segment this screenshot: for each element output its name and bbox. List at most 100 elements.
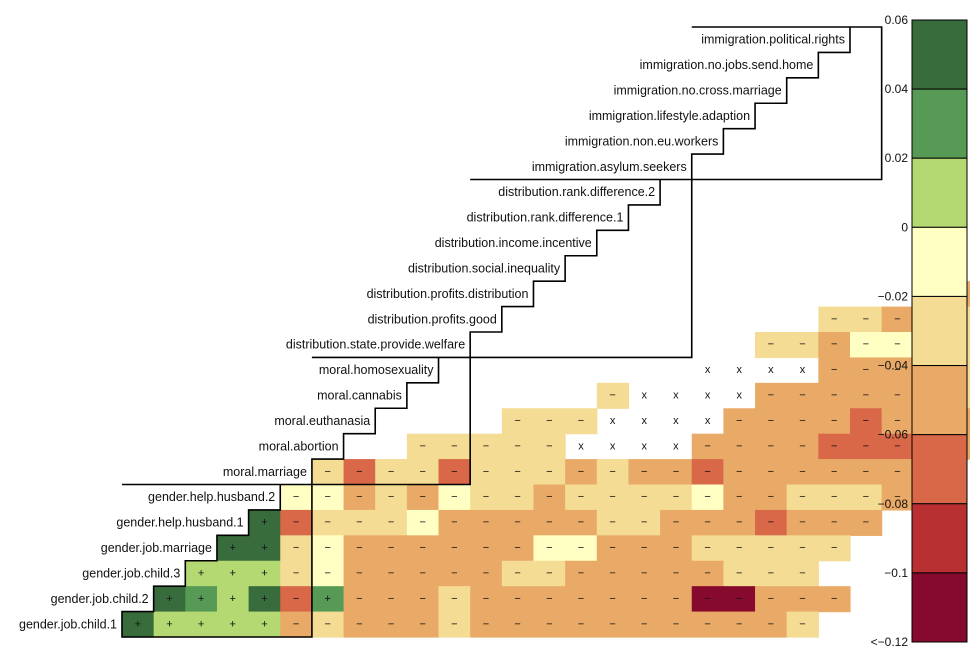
cell-sign-mark: − [768,390,774,402]
heatmap-cell [533,509,566,536]
cell-sign-mark: − [799,390,805,402]
cell-sign-mark: − [736,593,742,605]
cell-sign-mark: − [388,567,394,579]
cell-sign-mark: − [293,618,299,630]
cell-sign-mark: − [356,567,362,579]
cell-sign-mark: − [799,466,805,478]
cell-sign-mark: − [325,618,331,630]
heatmap-cell [248,560,281,587]
cell-sign-mark: − [736,491,742,503]
heatmap-cell [628,459,661,486]
cell-sign-mark: − [388,517,394,529]
heatmap-cell [406,560,440,587]
cell-sign-mark: − [388,466,394,478]
heatmap-cell [438,484,471,511]
heatmap-cell [565,611,598,638]
heatmap-cell [755,332,788,359]
heatmap-cell [375,459,408,486]
heatmap-cell [755,509,788,536]
cell-sign-mark: x [642,440,648,452]
cell-sign-mark: − [831,415,837,427]
heatmap-cell [501,484,535,511]
heatmap-cell [406,484,440,511]
heatmap-cell [470,484,503,511]
heatmap-cell [755,433,788,460]
heatmap-cell [438,535,471,562]
row-label: distribution.rank.difference.1 [467,211,624,225]
heatmap-cell [311,459,345,486]
heatmap-cell [311,535,345,562]
cell-sign-mark: − [768,491,774,503]
colorbar-tick-label: <−0.12 [871,635,909,649]
cell-sign-mark: − [863,491,869,503]
row-label: moral.marriage [223,465,307,479]
heatmap-cell [723,611,756,638]
cell-sign-mark: − [673,567,679,579]
cell-sign-mark: + [261,567,267,579]
heatmap-cell [248,535,281,562]
row-label: immigration.asylum.seekers [532,160,687,174]
cell-sign-mark: − [831,313,837,325]
cell-sign-mark: + [261,593,267,605]
heatmap-cell [723,560,756,587]
heatmap-cell [723,408,756,435]
heatmap-cell [438,459,471,486]
heatmap-cell [755,535,788,562]
heatmap-cell [850,332,883,359]
heatmap-cell [818,535,851,562]
cell-sign-mark: − [419,491,425,503]
cell-sign-mark: − [419,517,425,529]
cell-sign-mark: − [673,618,679,630]
cell-sign-mark: − [673,542,679,554]
cell-sign-mark: − [768,466,774,478]
cell-sign-mark: − [546,517,552,529]
cell-sign-mark: − [546,440,552,452]
heatmap-cell [850,509,883,536]
heatmap-cell [533,586,566,613]
cell-sign-mark: − [831,542,837,554]
heatmap-cell [691,509,724,536]
heatmap-cell [818,433,851,460]
cell-sign-mark: − [451,491,457,503]
heatmap-cell [343,484,376,511]
heatmap-cell [881,408,914,435]
cell-sign-mark: − [451,567,457,579]
cell-sign-mark: − [451,618,457,630]
heatmap-cell [786,586,819,613]
cell-sign-mark: − [293,542,299,554]
heatmap-cell [691,611,724,638]
heatmap-cell [470,560,503,587]
cell-sign-mark: − [514,440,520,452]
heatmap-cell [691,459,724,486]
heatmap-cell [122,611,155,638]
heatmap-cell [596,484,630,511]
cell-sign-mark: − [704,466,710,478]
cell-sign-mark: + [230,567,236,579]
colorbar-tick-label: 0.06 [885,13,909,27]
heatmap-cell [565,586,598,613]
cell-sign-mark: − [768,593,774,605]
cell-sign-mark: x [705,364,711,376]
heatmap-cell [850,408,883,435]
cell-sign-mark: x [736,390,742,402]
cell-sign-mark: − [578,415,584,427]
heatmap-cell [660,509,693,536]
cell-sign-mark: − [736,567,742,579]
colorbar-band [911,88,968,159]
cell-sign-mark: − [736,415,742,427]
heatmap-cell [216,560,250,587]
group-outlines [121,26,883,638]
heatmap-cell [438,586,471,613]
colorbar-tick-label: 0 [901,220,908,234]
cell-sign-mark: − [831,593,837,605]
heatmap-cell [311,484,345,511]
heatmap-cell [280,484,313,511]
heatmap-cell [406,586,440,613]
heatmap-cell [881,306,914,333]
row-label: gender.help.husband.1 [116,516,243,530]
cell-sign-mark: − [578,618,584,630]
cell-sign-mark: − [641,491,647,503]
heatmap-cell [375,509,408,536]
row-labels: immigration.political.rights immigration.… [19,33,845,632]
